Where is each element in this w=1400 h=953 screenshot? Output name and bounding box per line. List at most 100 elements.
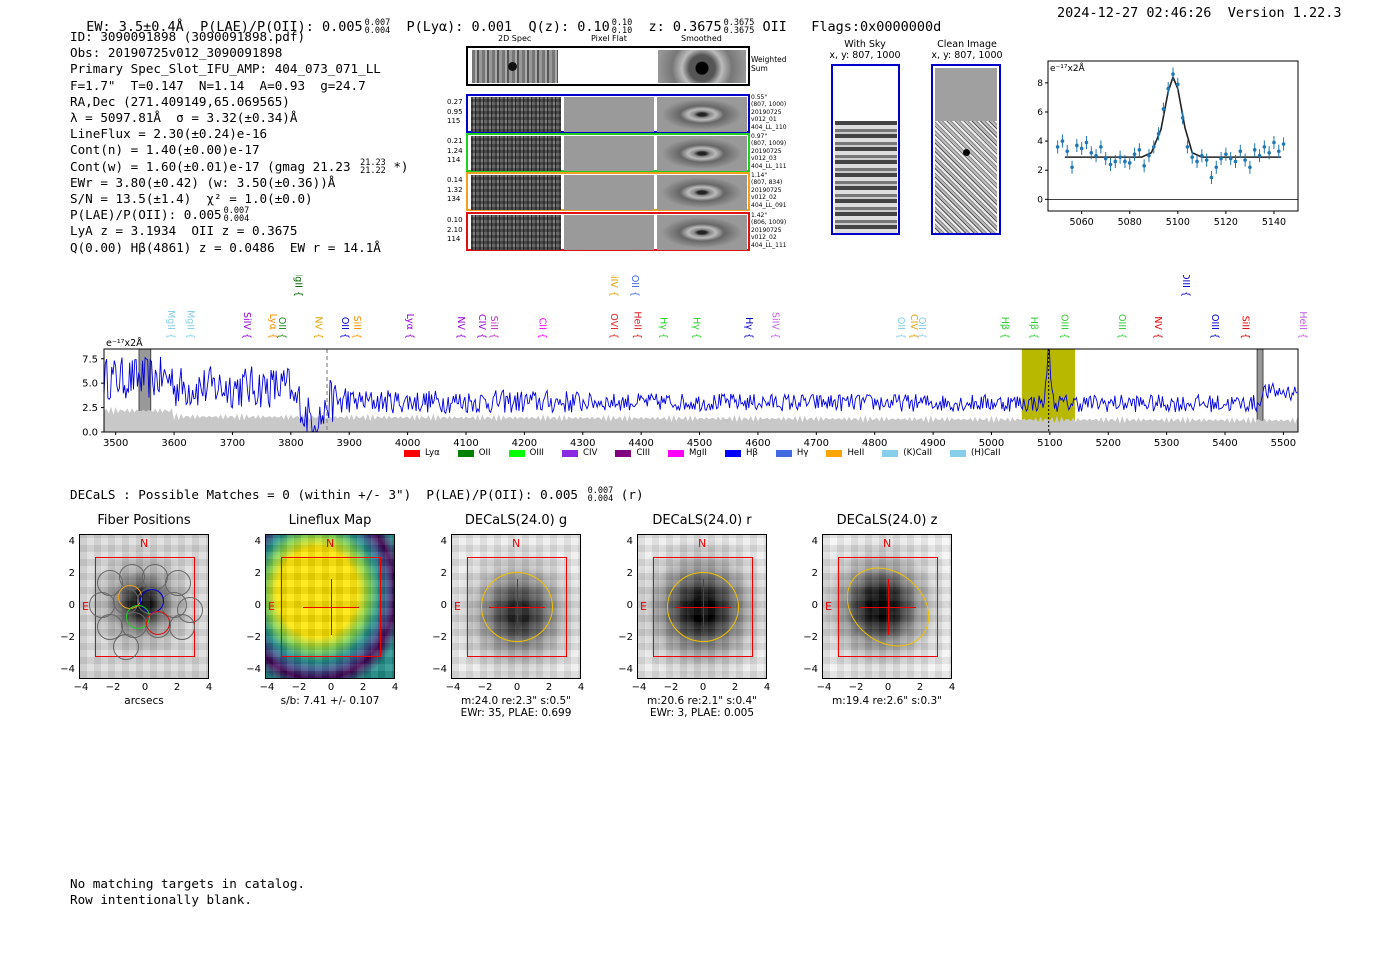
zoom-ylabel: e⁻¹⁷x2Å xyxy=(1050,62,1086,74)
spectrum-line-label: OIII { xyxy=(1180,275,1191,297)
zoom-point xyxy=(1142,164,1146,168)
cutout-left-stat: 0.14 xyxy=(447,176,463,184)
zoom-point xyxy=(1262,145,1267,149)
legend-swatch xyxy=(882,449,899,457)
spectrum-ytick-label: 2.5 xyxy=(82,403,98,414)
cutout-smoothed-3 xyxy=(657,175,747,210)
spectrum-line-label: HeII { xyxy=(632,311,643,339)
info-contn: Cont(n) = 1.40(±0.00)e-17 xyxy=(70,142,260,158)
cutout-pixelflat-1 xyxy=(564,97,654,132)
decals-east-label: E xyxy=(454,600,461,613)
zoom-point xyxy=(1267,150,1271,155)
cutout-right-meta: 0.55" xyxy=(751,94,768,101)
spectrum-xtick-label: 5100 xyxy=(1037,438,1062,449)
zoom-point xyxy=(1248,165,1252,170)
cutout-left-stat: 114 xyxy=(447,235,461,243)
zoom-point xyxy=(1147,153,1151,158)
spectrum-line-label: MgII { xyxy=(184,310,195,339)
decals-xtick-label: −2 xyxy=(477,682,493,693)
spectrum-line-label: OIII { xyxy=(1209,314,1220,339)
header-ew: EW: 3.5±0.4Å xyxy=(86,19,184,35)
cutout-left-stats-3: 0.14 1.32 134 xyxy=(447,176,463,205)
cutout-smoothed-2 xyxy=(657,136,747,171)
spectrum-ytick-label: 0.0 xyxy=(82,428,98,439)
zoom-point xyxy=(1094,153,1098,158)
cutout-left-stat: 0.21 xyxy=(447,137,463,145)
spectrum-frame xyxy=(103,348,1299,433)
spectrum-line-label: Hβ { xyxy=(1028,317,1039,339)
zoom-point xyxy=(1185,145,1190,149)
cutout-right-meta: (807, 1009) xyxy=(751,140,787,148)
cutout-right-meta: (806, 1009) xyxy=(751,219,787,227)
decals-ytick-label: −2 xyxy=(803,632,818,643)
decals-east-label: E xyxy=(82,600,89,613)
weighted-source-dot xyxy=(508,62,517,71)
cutout-left-stat: 0.10 xyxy=(447,216,463,224)
spectrum-line-label: CII { xyxy=(537,318,548,339)
spectrum-xtick-label: 4200 xyxy=(512,438,537,449)
spectrum-line-label: MgII { xyxy=(165,310,176,339)
legend-label: Hγ xyxy=(796,448,809,458)
zoom-ytick-label: 8 xyxy=(1037,79,1043,89)
cutout-2dspec-2 xyxy=(471,136,561,171)
zoom-point xyxy=(1103,156,1108,161)
decals-north-label: N xyxy=(698,537,707,550)
decals-xtick-label: −2 xyxy=(105,682,121,693)
spectrum-line-label: OVI { xyxy=(608,313,619,339)
decals-ytick-label: 0 xyxy=(626,600,633,611)
decals-ytick-label: −2 xyxy=(618,632,633,643)
decals-caption2-4: EWr: 3, PLAE: 0.005 xyxy=(649,707,755,719)
fiber-circle xyxy=(169,614,195,640)
cutout-right-meta: 404_LL_091 xyxy=(751,201,787,209)
decals-xtick-label: −4 xyxy=(259,682,275,693)
spectrum-line-label: CIV { xyxy=(908,314,919,339)
zoom-point xyxy=(1209,175,1214,180)
legend-swatch xyxy=(615,449,632,457)
legend-item-8: HeII xyxy=(826,448,864,458)
cutout-right-meta-3: 1.14" (807, 834) 20190725 v012_02 404_LL_091 xyxy=(751,172,787,209)
spectrum-line-label: OIII { xyxy=(1116,314,1127,339)
spectrum-line-label: CIV { xyxy=(476,314,487,339)
decals-xtick-label: 2 xyxy=(359,682,367,693)
spectrum-line-label: SiII { xyxy=(488,316,499,339)
zoom-point xyxy=(1243,158,1247,162)
zoom-frame xyxy=(1047,60,1299,212)
zoom-point xyxy=(1204,158,1209,162)
cutout-row-4 xyxy=(466,212,750,251)
spectrum-xtick-label: 4000 xyxy=(395,438,420,449)
decals-aperture-square xyxy=(838,557,938,657)
decals-ytick-label: −2 xyxy=(246,632,261,643)
col-header-2dspec: 2D Spec xyxy=(498,34,532,43)
zoom-point xyxy=(1281,142,1286,146)
decals-north-label: N xyxy=(883,537,892,550)
info-lya: LyA z = 3.1934 OII z = 0.3675 xyxy=(70,223,298,239)
zoom-xtick-label: 5060 xyxy=(1070,217,1094,228)
with-sky-image xyxy=(831,64,900,235)
decals-east-label: E xyxy=(268,600,275,613)
legend-label: (K)CaII xyxy=(903,448,932,458)
spectrum-line-label: Hγ { xyxy=(657,317,668,339)
decals-summary: DECaLS : Possible Matches = 0 (within +/… xyxy=(70,486,644,504)
decals-xtick-label: 2 xyxy=(173,682,181,693)
cutout-row-2 xyxy=(466,133,750,172)
decals-xtick-label: 0 xyxy=(699,682,707,693)
header-plae: P(LAE)/P(OII): 0.005 xyxy=(200,19,363,35)
spectrum-line-label: OIII { xyxy=(1059,314,1070,339)
clean-masked-area xyxy=(935,68,997,121)
decals-ytick-label: −4 xyxy=(618,664,633,675)
spectrum-line-label: SiII { xyxy=(351,316,362,339)
fiber-highlight xyxy=(146,611,170,635)
spectrum-flux-line xyxy=(103,349,1298,433)
spectrum-xtick-label: 4400 xyxy=(628,438,653,449)
spectrum-line-label: OII { xyxy=(629,275,640,297)
decals-panel-noise xyxy=(823,535,951,678)
decals-xtick-label: 2 xyxy=(916,682,924,693)
decals-caption-1: arcsecs xyxy=(124,695,164,707)
cutout-right-meta: 20190725 xyxy=(751,147,782,155)
zoom-point xyxy=(1099,145,1103,149)
spectrum-line-label: NV { xyxy=(1152,316,1163,339)
legend-swatch xyxy=(724,449,741,457)
cutout-right-meta: 20190725 xyxy=(751,186,782,194)
